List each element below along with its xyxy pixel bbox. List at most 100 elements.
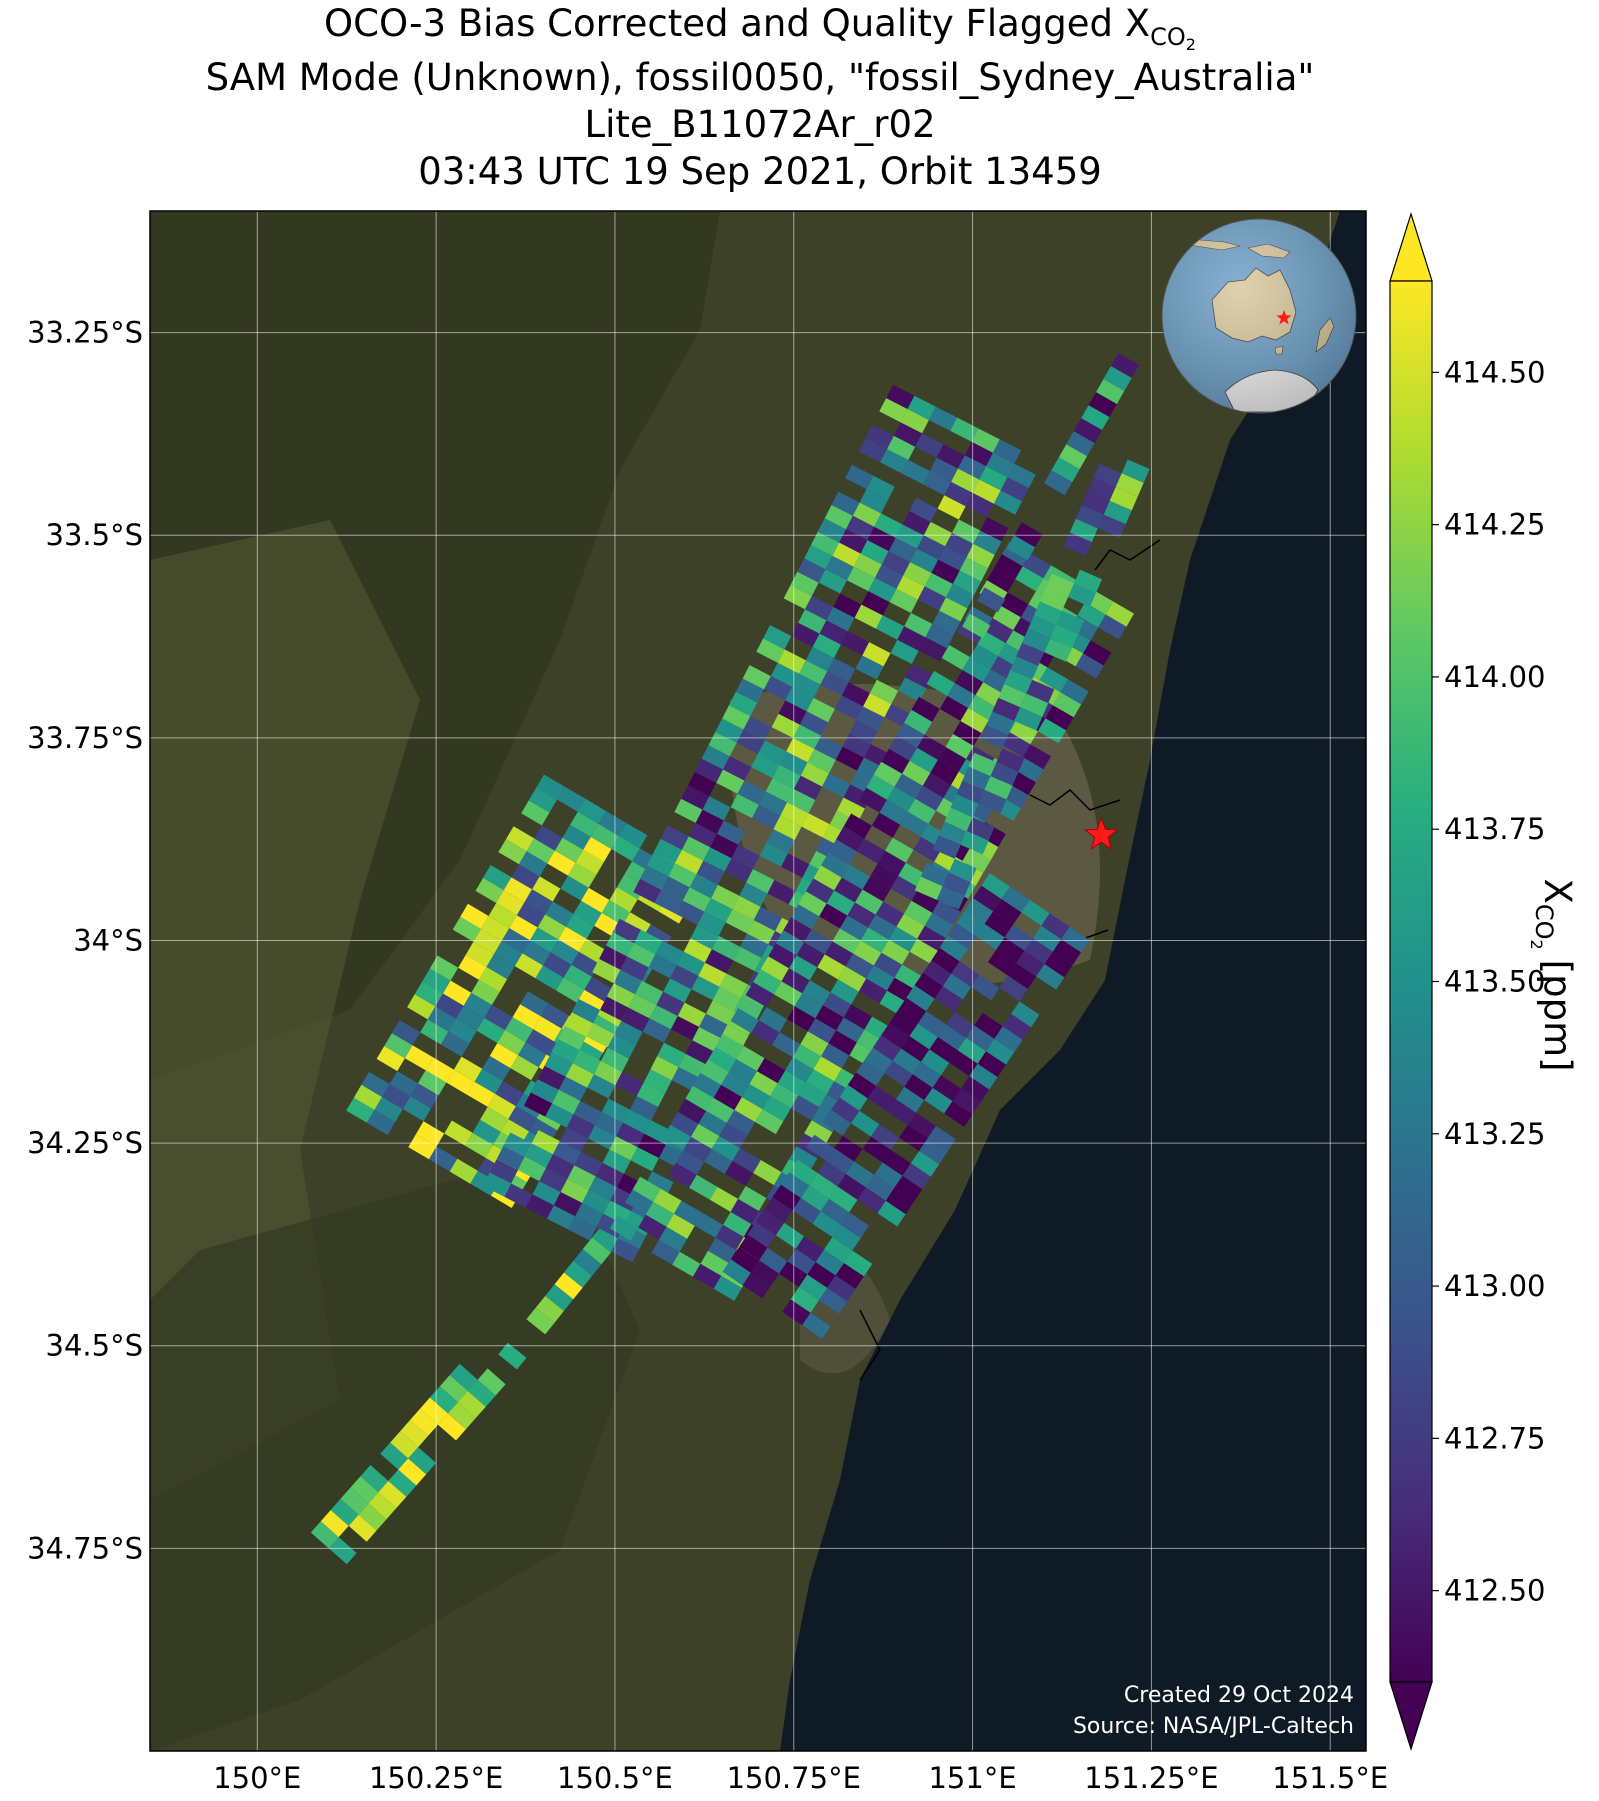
xco2-sounding — [388, 1469, 417, 1497]
xco2-sounding — [559, 1076, 588, 1101]
xco2-sounding — [643, 1069, 672, 1094]
xco2-sounding — [739, 882, 768, 907]
xco2-sounding — [733, 946, 762, 972]
xco2-sounding — [594, 1111, 624, 1137]
xco2-sounding — [688, 772, 717, 797]
xco2-sounding — [783, 585, 812, 610]
xco2-sounding — [752, 804, 781, 830]
xco2-sounding — [773, 981, 803, 1007]
colorbar-label-unit: [ppm] — [1536, 960, 1579, 1072]
xco2-sounding — [907, 798, 936, 824]
xco2-sounding — [1073, 418, 1102, 443]
xco2-sounding — [804, 929, 833, 955]
xco2-sounding — [444, 1120, 473, 1146]
xco2-sounding — [838, 966, 867, 992]
xco2-sounding — [993, 899, 1022, 925]
xco2-sounding — [873, 761, 903, 787]
xco2-sounding — [1000, 477, 1029, 502]
xco2-sounding — [906, 985, 935, 1012]
xco2-sounding — [834, 695, 864, 720]
xco2-sounding — [839, 915, 869, 941]
xco2-sounding — [691, 975, 720, 1001]
xco2-sounding — [992, 605, 1021, 631]
xco2-sounding — [566, 1114, 595, 1139]
xco2-sounding — [575, 1202, 604, 1228]
xco2-sounding — [653, 1188, 682, 1214]
xco2-sounding — [656, 991, 685, 1016]
xco2-sounding — [860, 540, 889, 565]
x-tick-label: 150.75°E — [727, 1761, 861, 1795]
y-tick-label: 34.25°S — [27, 1126, 143, 1160]
xco2-sounding — [453, 1056, 483, 1082]
xco2-sounding — [930, 759, 959, 785]
credit-source: Source: NASA/JPL-Caltech — [1073, 1714, 1354, 1739]
xco2-sounding — [893, 422, 923, 447]
xco2-sounding — [697, 911, 726, 936]
xco2-sounding — [789, 1159, 818, 1186]
xco2-sounding — [886, 384, 915, 409]
xco2-sounding — [715, 1224, 744, 1250]
colorbar-tick-label: 414.00 — [1444, 660, 1545, 694]
xco2-sounding — [398, 1458, 427, 1486]
xco2-sounding — [917, 535, 946, 560]
xco2-sounding — [794, 993, 823, 1019]
xco2-sounding — [565, 1012, 594, 1037]
xco2-sounding — [927, 1125, 956, 1152]
xco2-sounding — [917, 1011, 947, 1037]
xco2-sounding — [648, 954, 677, 979]
xco2-sounding — [889, 1010, 918, 1036]
xco2-sounding — [1087, 477, 1116, 501]
xco2-sounding — [1093, 463, 1122, 487]
xco2-sounding — [828, 839, 857, 865]
xco2-sounding — [896, 722, 925, 748]
xco2-sounding — [864, 1047, 893, 1074]
xco2-sounding — [1063, 532, 1092, 556]
xco2-sounding — [952, 570, 982, 595]
globe-star-marker — [1276, 310, 1292, 325]
xco2-sounding — [834, 1135, 863, 1162]
xco2-sounding — [730, 1008, 759, 1034]
xco2-sounding — [851, 1110, 880, 1137]
xco2-sounding — [353, 1084, 383, 1110]
xco2-sounding — [552, 1090, 581, 1115]
xco2-sounding — [799, 1274, 828, 1301]
xco2-sounding — [855, 655, 884, 680]
xco2-sounding — [900, 811, 929, 837]
xco2-sounding — [841, 682, 870, 707]
xco2-sounding — [867, 526, 896, 552]
xco2-sounding — [781, 968, 810, 994]
xco2-sounding — [843, 1004, 872, 1030]
colorbar-label: XCO2 [ppm] — [1527, 878, 1579, 1071]
xco2-sounding — [959, 557, 988, 582]
xco2-sounding — [978, 789, 1007, 814]
xco2-sounding — [1103, 366, 1132, 391]
xco2-sounding — [846, 515, 875, 541]
xco2-sounding — [773, 815, 802, 840]
xco2-sounding — [378, 1480, 407, 1508]
xco2-sounding — [709, 1186, 739, 1212]
xco2-sounding — [917, 586, 946, 611]
title-line-2: SAM Mode (Unknown), fossil0050, "fossil_… — [205, 56, 1315, 99]
xco2-sounding — [692, 1026, 721, 1052]
xco2-sounding — [913, 836, 942, 862]
xco2-sounding — [694, 758, 723, 783]
xco2-sounding — [522, 940, 551, 966]
xco2-sounding — [614, 1020, 643, 1046]
xco2-sounding — [807, 1262, 836, 1288]
xco2-sounding — [692, 1263, 722, 1289]
xco2-sounding — [475, 877, 504, 903]
xco2-sounding — [941, 645, 970, 670]
xco2-sounding — [760, 956, 789, 982]
xco2-sounding — [734, 997, 763, 1023]
xco2-sounding — [706, 1097, 735, 1123]
xco2-sounding — [966, 543, 995, 569]
xco2-sounding — [556, 977, 585, 1003]
xco2-sounding — [880, 449, 909, 474]
xco2-sounding — [820, 1198, 850, 1225]
xco2-sounding — [845, 464, 874, 490]
xco2-sounding — [783, 917, 812, 943]
xco2-sounding — [717, 820, 746, 845]
xco2-sounding — [806, 1069, 835, 1095]
xco2-sounding — [831, 491, 860, 516]
xco2-sounding — [532, 1181, 561, 1206]
